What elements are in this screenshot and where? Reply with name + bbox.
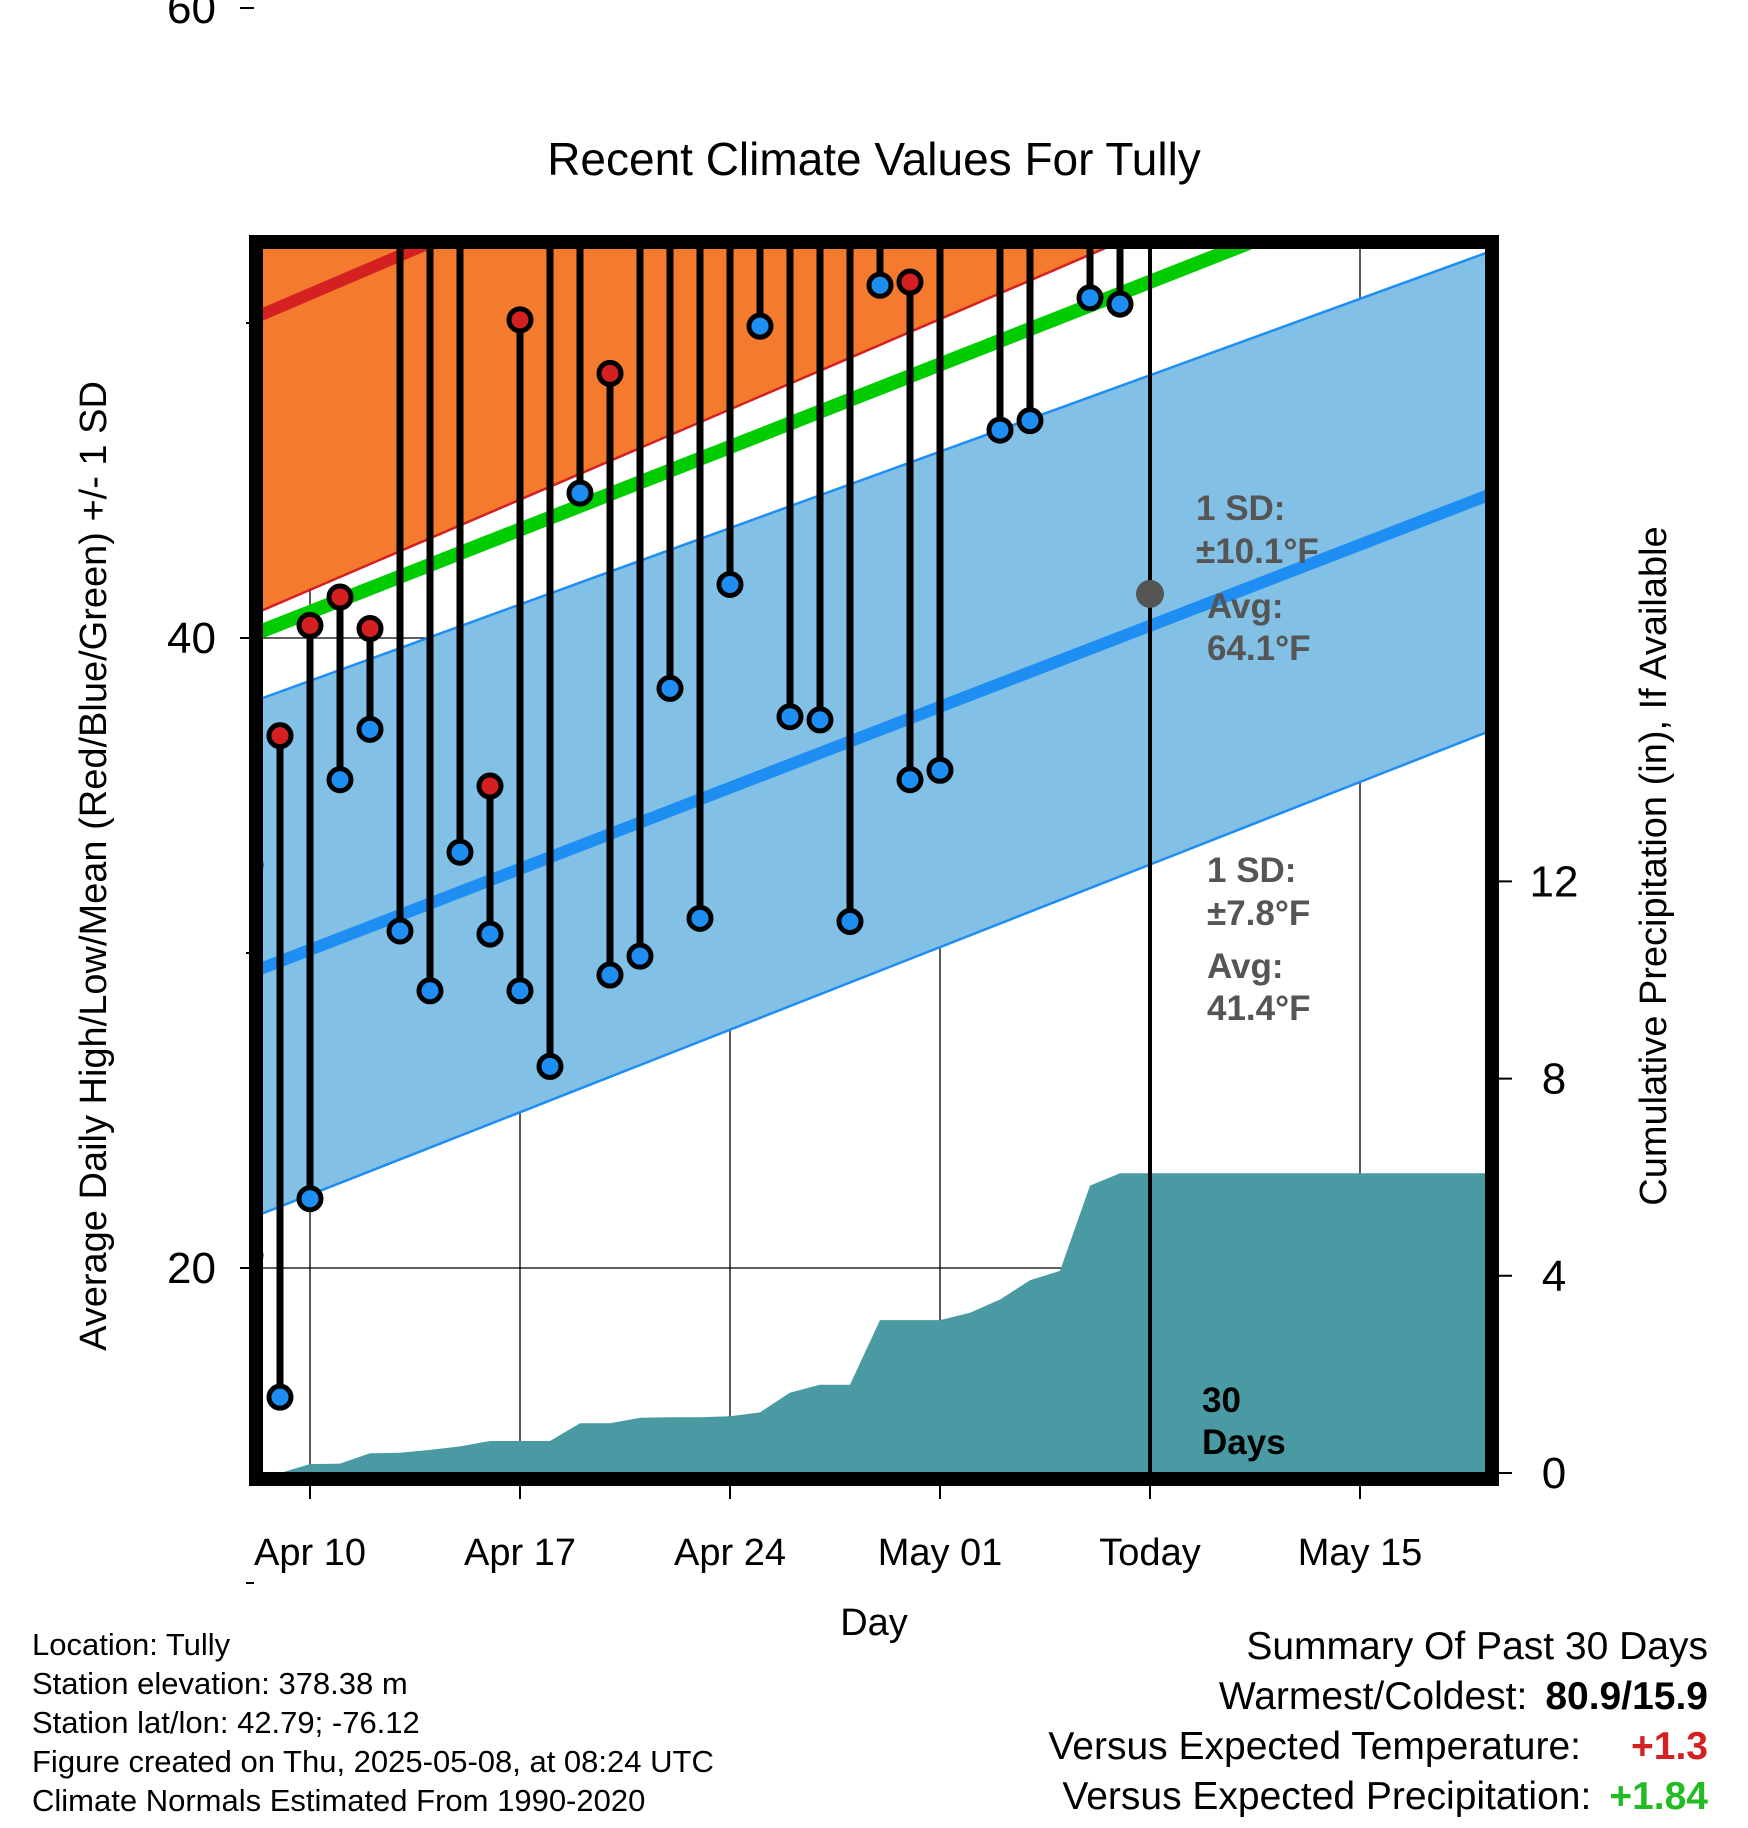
- daily-high-point: [476, 772, 504, 800]
- right-axis-label: Cumulative Precipitation (in), If Availa…: [1633, 526, 1675, 1205]
- high-lower-line: [262, 248, 1109, 612]
- x-tick-label: Today: [1099, 1532, 1200, 1574]
- daily-high-point: [419, 0, 441, 6]
- low-avg-value: 41.4°F: [1207, 989, 1311, 1028]
- x-tick-label: May 01: [878, 1532, 1003, 1574]
- left-axis-label: Average Daily High/Low/Mean (Red/Blue/Gr…: [73, 381, 115, 1351]
- summary-warmest-row: Warmest/Coldest: 80.9/15.9: [1048, 1672, 1708, 1722]
- summary-panel: Summary Of Past 30 Days Warmest/Coldest:…: [1048, 1622, 1708, 1822]
- daily-low-point: [986, 416, 1014, 444]
- low-sd-label: 1 SD:: [1207, 851, 1296, 890]
- precip-anomaly-label: Versus Expected Precipitation:: [1062, 1775, 1592, 1818]
- daily-low-point: [326, 766, 354, 794]
- daily-low-point: [776, 703, 804, 731]
- daily-low-point: [506, 977, 534, 1005]
- daily-low-point: [896, 766, 924, 794]
- daily-low-point: [716, 570, 744, 598]
- high-sd-value: ±10.1°F: [1196, 532, 1319, 571]
- daily-low-point: [416, 977, 444, 1005]
- daily-low-point: [806, 706, 834, 734]
- daily-high-point: [506, 306, 534, 334]
- summary-temp-row: Versus Expected Temperature: +1.3: [1048, 1722, 1708, 1772]
- latlon-text: Station lat/lon: 42.79; -76.12: [32, 1705, 420, 1740]
- daily-low-point: [656, 674, 684, 702]
- temp-anomaly-value: +1.3: [1631, 1725, 1708, 1768]
- x-tick-label: Apr 10: [254, 1532, 366, 1574]
- daily-low-point: [536, 1052, 564, 1080]
- high-sd-label: 1 SD:: [1196, 489, 1285, 528]
- daily-high-point: [356, 615, 384, 643]
- daily-low-point: [926, 756, 954, 784]
- daily-low-point: [686, 904, 714, 932]
- left-tick-label: 60: [167, 0, 216, 33]
- daily-low-point: [566, 479, 594, 507]
- daily-high-point: [896, 268, 924, 296]
- daily-low-point: [626, 942, 654, 970]
- daily-high-point: [659, 0, 681, 3]
- daily-low-point: [446, 838, 474, 866]
- low-lower-line: [262, 731, 1486, 1216]
- daily-low-point: [1016, 407, 1044, 435]
- right-tick-label: 0: [1542, 1449, 1566, 1498]
- daily-low-point: [746, 312, 774, 340]
- daily-low-point: [596, 961, 624, 989]
- chart-title: Recent Climate Values For Tully: [547, 133, 1201, 185]
- low-today-avg-marker: [1136, 579, 1164, 608]
- daily-low-point: [356, 715, 384, 743]
- left-axis: 20406080: [167, 0, 254, 1584]
- x-tick-label: Apr 24: [674, 1532, 786, 1574]
- daily-high-point: [266, 722, 294, 750]
- daily-low-point: [476, 920, 504, 948]
- elevation-text: Station elevation: 378.38 m: [32, 1666, 408, 1701]
- mean-avg-line: [262, 248, 1256, 639]
- plot-frame: [249, 235, 1499, 1486]
- warmest-label: Warmest/Coldest:: [1218, 1675, 1528, 1718]
- daily-low-point: [266, 1383, 294, 1411]
- created-text: Figure created on Thu, 2025-05-08, at 08…: [32, 1744, 714, 1779]
- x-tick-label: May 15: [1298, 1532, 1423, 1574]
- daily-low-point: [386, 917, 414, 945]
- right-tick-label: 8: [1542, 1055, 1566, 1104]
- days-label-number: 30: [1202, 1381, 1241, 1420]
- high-avg-label: Avg:: [1207, 587, 1283, 626]
- warmest-value: 80.9/15.9: [1545, 1675, 1708, 1718]
- right-tick-label: 4: [1542, 1252, 1566, 1301]
- daily-high-point: [449, 158, 471, 180]
- x-tick-label: Apr 17: [464, 1532, 576, 1574]
- high-avg-value: 64.1°F: [1207, 629, 1311, 668]
- left-tick-label: 40: [167, 614, 216, 663]
- daily-low-point: [1076, 284, 1104, 312]
- temp-anomaly-label: Versus Expected Temperature:: [1048, 1725, 1581, 1768]
- x-axis-label: Day: [840, 1602, 908, 1644]
- summary-precip-row: Versus Expected Precipitation: +1.84: [1048, 1772, 1708, 1822]
- daily-high-point: [389, 208, 411, 230]
- station-info: Location: Tully Station elevation: 378.3…: [32, 1625, 714, 1820]
- daily-low-point: [836, 908, 864, 935]
- daily-high-point: [989, 47, 1011, 69]
- low-avg-line: [262, 489, 1486, 975]
- daily-high-point: [1019, 82, 1041, 104]
- right-axis: 0 4 8 12: [1494, 857, 1578, 1498]
- precip-anomaly-value: +1.84: [1609, 1775, 1708, 1818]
- daily-low-point: [866, 271, 894, 299]
- daily-high-point: [326, 583, 354, 611]
- left-tick-label: 20: [167, 1244, 216, 1293]
- precip-area: [262, 1173, 1486, 1473]
- daily-low-point: [1106, 290, 1134, 318]
- low-sd-value: ±7.8°F: [1207, 894, 1310, 933]
- right-tick-label: 12: [1530, 857, 1579, 906]
- location-text: Location: Tully: [32, 1627, 231, 1662]
- summary-title: Summary Of Past 30 Days: [1246, 1625, 1708, 1668]
- x-axis: Apr 10 Apr 17 Apr 24 May 01 Today May 15: [254, 1481, 1422, 1574]
- low-upper-line: [262, 251, 1486, 700]
- low-avg-label: Avg:: [1207, 947, 1283, 986]
- days-label-text: Days: [1202, 1423, 1286, 1462]
- daily-high-point: [596, 359, 624, 387]
- normals-text: Climate Normals Estimated From 1990-2020: [32, 1783, 646, 1818]
- daily-low-point: [296, 1185, 324, 1213]
- daily-high-point: [296, 611, 324, 639]
